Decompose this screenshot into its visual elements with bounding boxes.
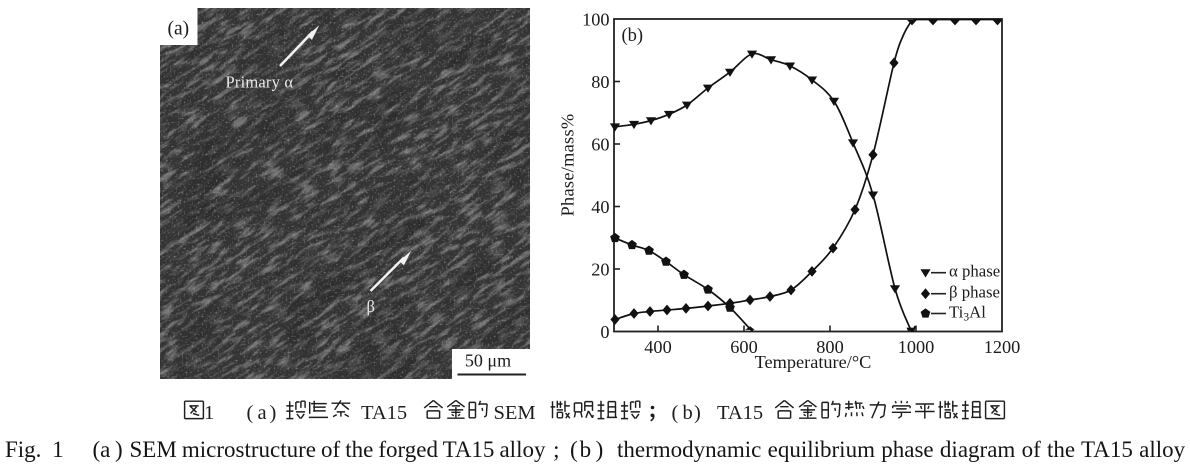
svg-text:20: 20 [591,260,609,280]
svg-text:400: 400 [644,337,671,357]
svg-text:50 μm: 50 μm [465,351,511,371]
svg-text:α phase: α phase [949,262,1000,281]
svg-text:(a): (a) [168,18,190,39]
svg-text:Primary α: Primary α [226,73,294,92]
svg-text:100: 100 [582,10,609,30]
svg-text:80: 80 [591,72,609,92]
svg-text:(b): (b) [622,26,644,46]
svg-text:b: b [683,402,693,424]
svg-text:(: ( [247,402,254,424]
svg-text:Phase/mass%: Phase/mass% [558,114,578,217]
svg-text:β: β [367,297,375,316]
svg-text:a: a [258,402,267,424]
svg-text:40: 40 [591,197,609,217]
svg-text:TA15: TA15 [717,402,763,424]
svg-text:1200: 1200 [984,337,1021,357]
svg-text:Ti3Al: Ti3Al [949,303,986,324]
svg-text:SEM: SEM [494,402,536,424]
svg-text:): ) [694,402,701,424]
svg-text:1: 1 [204,402,214,424]
svg-text:0: 0 [600,322,609,342]
svg-text:1000: 1000 [898,337,935,357]
svg-text:600: 600 [730,337,757,357]
svg-text:(: ( [672,402,679,424]
svg-text:β phase: β phase [949,283,1000,302]
svg-text:): ) [270,402,277,424]
svg-text:60: 60 [591,135,609,155]
svg-text:TA15: TA15 [361,402,407,424]
svg-text:Temperature/°C: Temperature/°C [755,352,872,372]
svg-text:800: 800 [816,337,843,357]
